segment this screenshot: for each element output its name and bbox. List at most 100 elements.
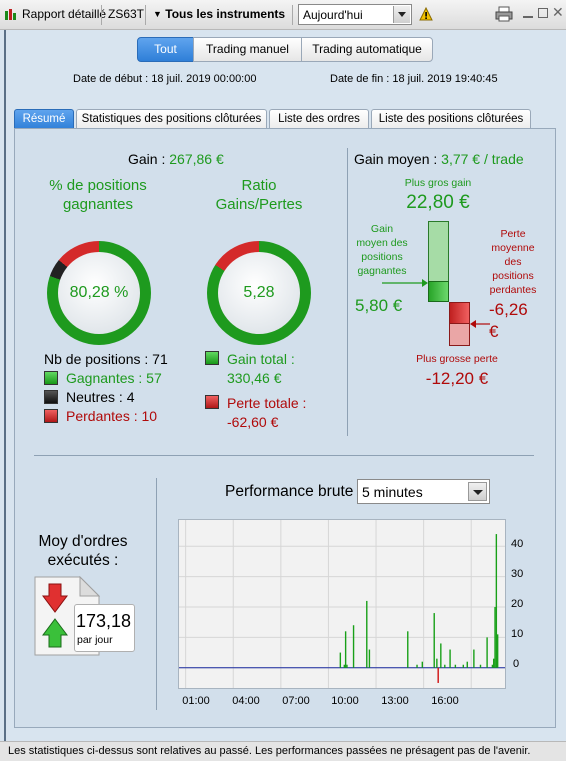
chart-bar — [437, 667, 439, 683]
end-date: Date de fin : 18 juil. 2019 19:40:45 — [330, 73, 498, 85]
chart-bar — [366, 600, 368, 668]
avg-gain-row: Gain moyen : 3,77 € / trade — [354, 151, 524, 167]
avg-win-label: Gain moyen des positions gagnantes — [356, 223, 408, 277]
period-select[interactable]: Aujourd'hui — [298, 4, 412, 25]
chart-bar — [449, 649, 451, 668]
avg-win-arrow-icon — [382, 277, 428, 291]
x-tick: 01:00 — [182, 695, 210, 707]
winning-swatch — [44, 371, 58, 385]
chevron-down-icon[interactable] — [393, 6, 410, 23]
start-date: Date de début : 18 juil. 2019 00:00:00 — [73, 73, 257, 85]
orders-value-box — [74, 604, 135, 652]
chart-bar — [368, 649, 371, 668]
filter-manual-button[interactable]: Trading manuel — [193, 37, 302, 62]
sell-arrow-icon — [42, 583, 68, 616]
resolution-value: 5 minutes — [362, 484, 423, 500]
total-loss-swatch — [205, 395, 219, 409]
minimize-icon[interactable] — [523, 7, 533, 19]
chart-bar — [433, 613, 435, 668]
status-bar: Les statistiques ci-dessus sont relative… — [0, 741, 566, 761]
x-tick: 10:00 — [331, 695, 359, 707]
print-icon[interactable] — [495, 6, 513, 25]
x-tick: 13:00 — [381, 695, 409, 707]
chart-bar — [496, 634, 499, 668]
gain-row: Gain : 267,86 € — [128, 151, 224, 167]
chart-bar — [416, 664, 418, 668]
total-loss-label: Perte totale : -62,60 € — [227, 395, 307, 430]
report-icon[interactable] — [4, 8, 18, 22]
chart-bar — [407, 631, 409, 668]
chart-bar — [339, 652, 342, 668]
total-gain-label: Gain total : 330,46 € — [227, 351, 295, 386]
chevron-down-icon: ▼ — [153, 9, 162, 19]
avg-loss-bar — [449, 302, 470, 324]
section-divider — [34, 455, 534, 456]
chart-bar — [344, 631, 347, 668]
section-divider — [156, 478, 157, 710]
ratio-title: Ratio Gains/Pertes — [215, 177, 303, 213]
toolbar-separator — [101, 5, 102, 25]
chart-bar — [352, 625, 355, 668]
filter-all-button[interactable]: Tout — [137, 37, 194, 62]
section-divider — [347, 148, 348, 436]
chart-bar — [343, 664, 346, 668]
orders-title: Moy d'ordres exécutés : — [38, 533, 128, 569]
y-tick: 20 — [511, 598, 524, 610]
toolbar: Rapport détaillé ZS63T ▼ Tous les instru… — [0, 0, 566, 30]
maximize-icon[interactable] — [538, 8, 548, 18]
avg-loss-arrow-icon — [470, 318, 490, 332]
close-icon[interactable]: ✕ — [552, 4, 564, 20]
tab-closed-stats[interactable]: Statistiques des positions clôturées — [76, 109, 267, 129]
performance-chart-svg — [179, 520, 505, 688]
toolbar-separator — [292, 5, 293, 25]
chart-bar — [440, 643, 442, 668]
win-pct-title: % de positions gagnantes — [49, 177, 147, 213]
max-gain-label: Plus gros gain — [404, 177, 472, 189]
losing-swatch — [44, 409, 58, 423]
winning-label: Gagnantes : 57 — [66, 370, 162, 386]
toolbar-separator — [145, 5, 146, 25]
chart-bar — [454, 664, 457, 668]
chart-bar — [346, 664, 348, 668]
orders-unit: par jour — [77, 634, 113, 646]
chevron-down-icon[interactable] — [468, 482, 487, 501]
win-pct-value: 80,28 % — [58, 252, 140, 334]
buy-arrow-icon — [42, 618, 68, 651]
orders-value: 173,18 — [76, 611, 132, 631]
avg-gain-label: Gain moyen : — [354, 151, 438, 167]
tab-closed-positions[interactable]: Liste des positions clôturées — [371, 109, 531, 129]
chart-bar — [486, 637, 488, 668]
tab-orders[interactable]: Liste des ordres — [269, 109, 369, 129]
chart-bar — [491, 664, 494, 668]
chart-bar — [436, 658, 438, 668]
warning-icon[interactable] — [419, 6, 433, 24]
avg-win-bar — [428, 281, 449, 302]
total-gain-swatch — [205, 351, 219, 365]
resolution-select[interactable]: 5 minutes — [357, 479, 490, 504]
chart-bar — [462, 664, 465, 668]
y-tick: 0 — [513, 658, 520, 670]
account-selector[interactable]: ZS63T — [108, 7, 145, 21]
performance-chart — [178, 519, 506, 689]
max-loss-label: Plus grosse perte — [416, 353, 498, 365]
x-tick: 07:00 — [282, 695, 310, 707]
period-value: Aujourd'hui — [303, 8, 363, 22]
ratio-donut: 5,28 — [207, 241, 311, 345]
y-tick: 10 — [511, 628, 524, 640]
gain-label: Gain : — [128, 151, 166, 167]
x-tick: 04:00 — [232, 695, 260, 707]
y-tick: 30 — [511, 568, 524, 580]
avg-win-value: 5,80 € — [355, 296, 403, 315]
x-tick: 16:00 — [431, 695, 459, 707]
filter-auto-button[interactable]: Trading automatique — [301, 37, 433, 62]
neutral-swatch — [44, 390, 58, 404]
neutral-label: Neutres : 4 — [66, 389, 135, 405]
detailed-report-label[interactable]: Rapport détaillé — [22, 7, 107, 21]
max-loss-value: -12,20 € — [425, 369, 489, 388]
y-tick: 40 — [511, 538, 524, 550]
instruments-label: Tous les instruments — [165, 7, 286, 21]
avg-gain-value: 3,77 € / trade — [441, 151, 524, 167]
chart-bar — [473, 649, 475, 668]
instruments-dropdown[interactable]: ▼ Tous les instruments — [153, 7, 285, 21]
tab-summary[interactable]: Résumé — [14, 109, 74, 129]
